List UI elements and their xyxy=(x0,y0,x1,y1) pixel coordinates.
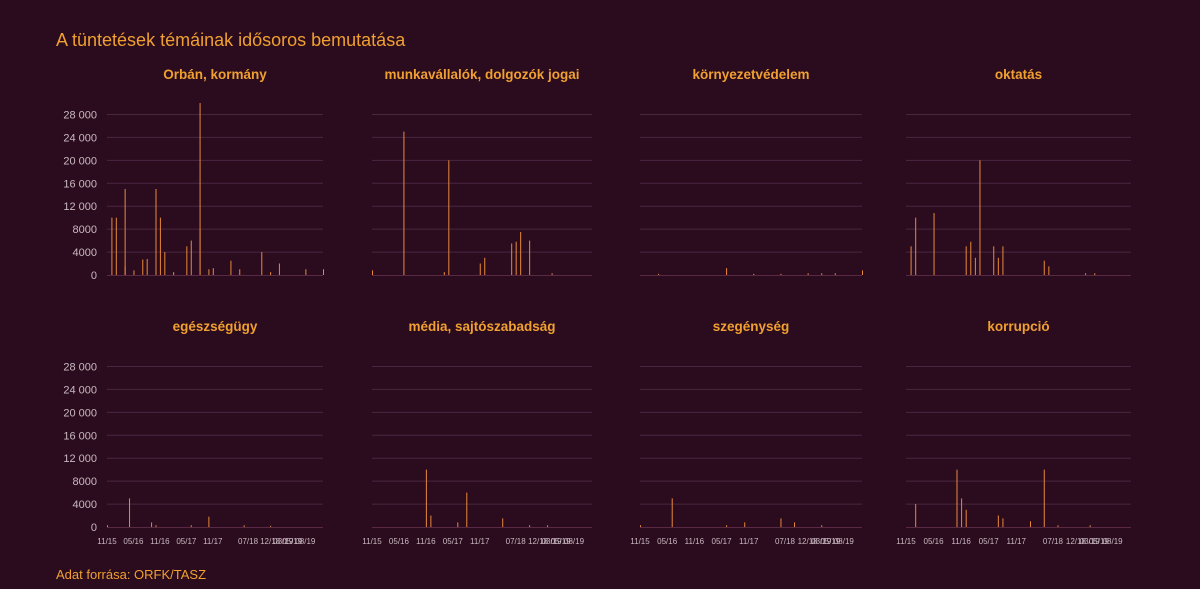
y-tick-label: 16 000 xyxy=(63,430,97,442)
y-tick-label: 8000 xyxy=(73,476,97,488)
x-tick-label: 11/17 xyxy=(1006,537,1026,546)
panel-title: média, sajtószabadság xyxy=(408,319,555,334)
y-tick-label: 24 000 xyxy=(63,384,97,396)
x-tick-label: 05/19 xyxy=(1089,537,1110,546)
y-tick-label: 4000 xyxy=(73,247,97,259)
panel-title: korrupció xyxy=(987,319,1049,334)
x-tick-label: 03/19 xyxy=(273,537,294,546)
x-tick-label: 11/15 xyxy=(97,537,117,546)
x-tick-label: 05/19 xyxy=(551,537,572,546)
x-tick-label: 07/18 xyxy=(775,537,796,546)
panel-7: szegénység 11/15 05/16 11/16 05/17 11/17 07/18… xyxy=(630,319,862,546)
x-tick-label: 07/18 xyxy=(506,537,527,546)
x-tick-label: 12/18 xyxy=(1066,537,1087,546)
y-tick-label: 12 000 xyxy=(63,201,97,213)
x-tick-label: 05/19 xyxy=(282,537,303,546)
y-tick-label: 20 000 xyxy=(63,155,97,167)
panel-3: környezetvédelem xyxy=(640,67,863,276)
panel-title: szegénység xyxy=(713,319,790,334)
y-tick-label: 8000 xyxy=(73,224,97,236)
panel-5: 0 4000 8000 12 000 16 000 20 000 24 000 28 000 e… xyxy=(63,319,323,546)
x-tick-label: 11/15 xyxy=(896,537,916,546)
x-tick-label: 05/16 xyxy=(657,537,678,546)
y-tick-label: 28 000 xyxy=(63,109,97,121)
x-tick-label: 08/19 xyxy=(295,537,316,546)
y-tick-label: 0 xyxy=(91,522,97,534)
panel-title: oktatás xyxy=(995,67,1042,82)
y-tick-label: 12 000 xyxy=(63,453,97,465)
chart-title: A tüntetések témáinak idősoros bemutatás… xyxy=(56,30,406,50)
x-tick-label: 05/17 xyxy=(712,537,733,546)
x-tick-label: 08/19 xyxy=(564,537,585,546)
panel-1: 0 4000 8000 12 000 16 000 20 000 24 000 28 000 O… xyxy=(63,67,324,282)
panel-title: egészségügy xyxy=(173,319,258,334)
y-tick-label: 20 000 xyxy=(63,407,97,419)
panel-title: Orbán, kormány xyxy=(163,67,267,82)
panel-title: munkavállalók, dolgozók jogai xyxy=(384,67,579,82)
x-tick-label: 11/16 xyxy=(150,537,170,546)
y-tick-label: 28 000 xyxy=(63,361,97,373)
y-tick-label: 24 000 xyxy=(63,132,97,144)
x-tick-label: 03/19 xyxy=(1080,537,1101,546)
x-tick-label: 11/17 xyxy=(739,537,759,546)
x-tick-label: 11/16 xyxy=(951,537,971,546)
x-tick-label: 05/16 xyxy=(924,537,945,546)
x-tick-label: 08/19 xyxy=(1103,537,1124,546)
x-tick-label: 11/15 xyxy=(362,537,382,546)
x-tick-label: 08/19 xyxy=(834,537,855,546)
x-tick-label: 05/19 xyxy=(820,537,841,546)
panel-8: korrupció 11/15 05/16 11/16 05/17 11/17 07/18 1… xyxy=(896,319,1131,546)
x-tick-label: 11/15 xyxy=(630,537,650,546)
x-tick-label: 05/17 xyxy=(443,537,464,546)
y-tick-label: 4000 xyxy=(73,499,97,511)
x-tick-label: 05/16 xyxy=(389,537,410,546)
panel-6: média, sajtószabadság 11/15 05/16 11/16 05/1… xyxy=(362,319,592,546)
x-tick-label: 12/18 xyxy=(260,537,281,546)
x-tick-label: 11/17 xyxy=(470,537,490,546)
y-tick-label: 16 000 xyxy=(63,178,97,190)
x-tick-label: 12/18 xyxy=(798,537,819,546)
x-tick-label: 07/18 xyxy=(238,537,259,546)
x-tick-label: 05/17 xyxy=(176,537,197,546)
x-tick-label: 03/19 xyxy=(811,537,832,546)
x-tick-label: 07/18 xyxy=(1043,537,1064,546)
panel-title: környezetvédelem xyxy=(692,67,809,82)
x-tick-label: 03/19 xyxy=(542,537,563,546)
y-tick-label: 0 xyxy=(91,270,97,282)
x-tick-label: 12/18 xyxy=(528,537,549,546)
x-tick-label: 05/17 xyxy=(979,537,1000,546)
panel-4: oktatás xyxy=(906,67,1131,276)
data-source-note: Adat forrása: ORFK/TASZ xyxy=(56,567,207,582)
panel-2: munkavállalók, dolgozók jogai xyxy=(372,67,592,276)
x-tick-label: 11/16 xyxy=(685,537,705,546)
x-tick-label: 11/17 xyxy=(203,537,223,546)
x-tick-label: 05/16 xyxy=(123,537,144,546)
x-tick-label: 11/16 xyxy=(416,537,436,546)
